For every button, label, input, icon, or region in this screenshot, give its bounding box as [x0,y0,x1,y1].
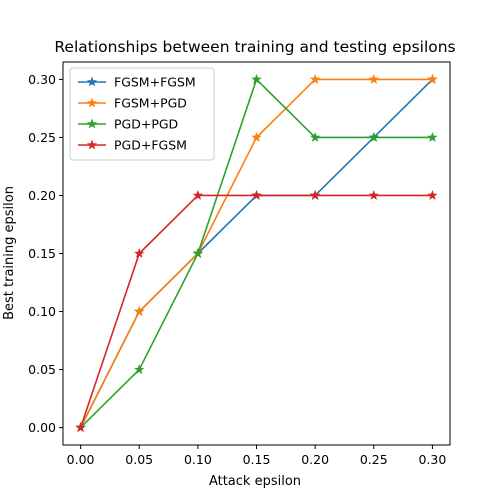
x-axis-label: Attack epsilon [209,474,301,489]
legend-star-icon [86,97,98,108]
data-point-star [368,131,379,142]
legend: FGSM+FGSM FGSM+PGD PGD+PGD PGD+FGSM [69,67,215,161]
data-point-star [192,248,204,258]
data-point-star [192,190,204,200]
x-tick-label: 0.30 [418,452,446,467]
legend-label: FGSM+FGSM [114,75,196,90]
y-tick-label: 0.10 [28,304,56,319]
y-axis-label: Best training epsilon [2,186,17,320]
y-tick-label: 0.30 [28,72,56,87]
data-point-star [75,422,86,433]
y-tick-label: 0.25 [28,130,56,145]
legend-label: FGSM+PGD [114,96,187,111]
series-pgd-pgd [75,73,438,433]
data-point-star [251,73,262,84]
data-point-star [251,190,262,200]
data-point-star [309,73,321,84]
legend-item: PGD+FGSM [78,138,187,153]
series-line [79,194,433,428]
x-tick-label: 0.00 [67,452,95,467]
data-point-star [427,131,438,142]
data-point-star [134,248,145,258]
legend-item: FGSM+FGSM [78,75,196,90]
x-tick-label: 0.10 [184,452,212,467]
y-tick-label: 0.05 [28,362,56,377]
data-point-star [368,73,379,84]
data-point-star [251,131,262,142]
legend-star-icon [86,139,98,150]
legend-item: FGSM+PGD [78,96,187,111]
y-tick-label: 0.15 [28,246,56,261]
plot-frame [62,61,451,446]
x-axis: 0.00 0.05 0.10 0.15 0.20 0.25 0.30 [67,445,446,467]
x-tick-label: 0.20 [301,452,329,467]
y-tick-label: 0.20 [28,188,56,203]
legend-box [69,67,215,161]
legend-item: PGD+PGD [78,117,178,132]
chart-title: Relationships between training and testi… [54,38,455,56]
data-point-star [368,190,379,200]
y-tick-label: 0.00 [28,420,56,435]
data-point-star [309,190,321,200]
y-axis: 0.00 0.05 0.10 0.15 0.20 0.25 0.30 [28,72,63,435]
series-pgd-fgsm [75,190,438,433]
x-tick-label: 0.05 [125,452,153,467]
data-point-star [134,306,145,316]
legend-star-icon [86,76,98,87]
data-point-star [309,131,321,142]
data-point-star [134,364,145,374]
data-point-star [427,190,438,200]
legend-label: PGD+FGSM [114,138,187,153]
x-tick-label: 0.25 [360,452,388,467]
legend-label: PGD+PGD [114,117,178,132]
legend-star-icon [86,118,98,129]
series-layer [75,73,438,433]
data-point-star [427,73,438,84]
x-tick-label: 0.15 [243,452,271,467]
